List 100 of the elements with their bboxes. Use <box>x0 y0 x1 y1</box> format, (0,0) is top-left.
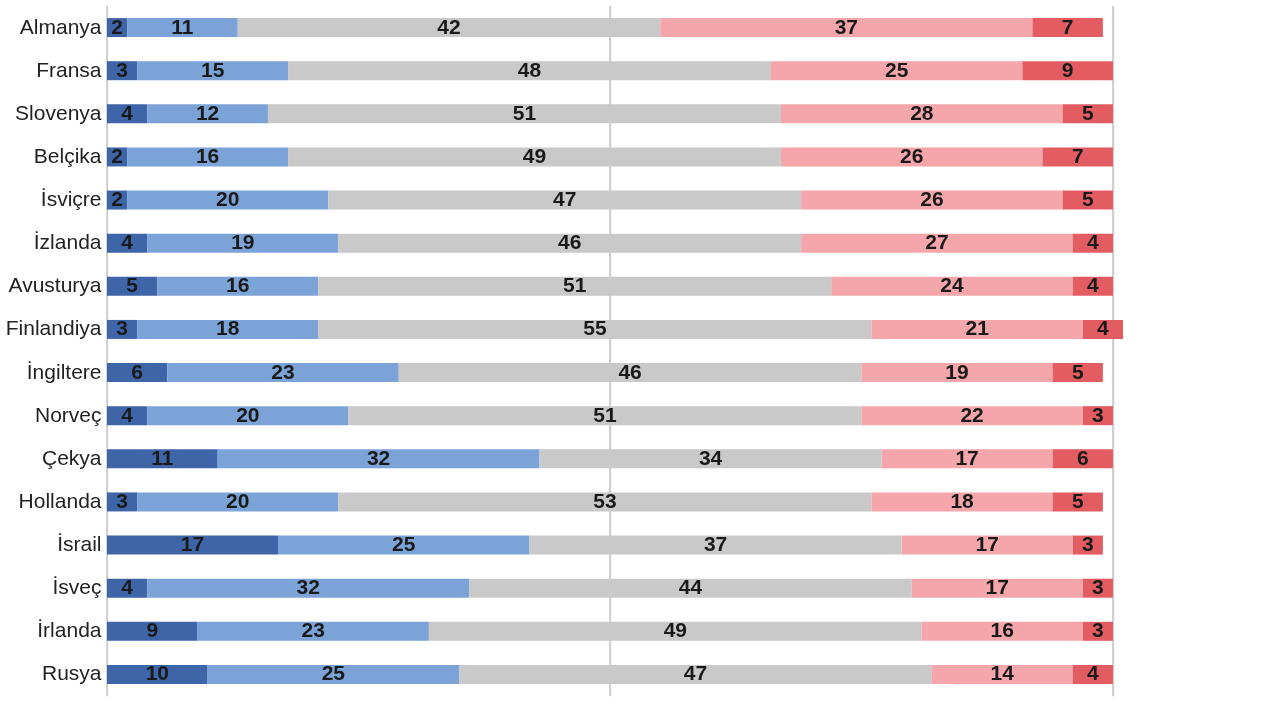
y-tick-label: Hollanda <box>18 488 102 512</box>
bar <box>107 535 279 555</box>
bar <box>861 363 1053 383</box>
data-label: 3 <box>1092 575 1104 599</box>
y-tick-label: Norveç <box>34 402 102 426</box>
data-label: 53 <box>593 488 617 512</box>
data-label: 4 <box>121 402 134 426</box>
y-tick-label: İngiltere <box>26 359 102 383</box>
y-tick-label: İsviçre <box>40 187 102 211</box>
data-label: 47 <box>683 661 708 685</box>
data-label: 4 <box>121 230 134 254</box>
data-label: 20 <box>216 187 240 211</box>
bar <box>770 61 1023 81</box>
data-label: 42 <box>437 14 461 38</box>
data-label: 9 <box>146 618 159 642</box>
bar <box>107 449 218 469</box>
bar <box>660 18 1033 38</box>
data-label: 2 <box>111 14 123 38</box>
data-label: 25 <box>392 532 416 556</box>
data-label: 32 <box>366 445 391 469</box>
bar <box>831 276 1073 296</box>
data-label: 3 <box>1092 618 1104 642</box>
bar <box>911 578 1083 598</box>
bar <box>127 190 329 210</box>
data-label: 7 <box>1061 14 1074 38</box>
data-label: 17 <box>180 532 205 556</box>
data-label: 46 <box>618 359 642 383</box>
y-tick-label: Fransa <box>36 57 102 81</box>
bar <box>147 233 339 253</box>
bar <box>217 449 540 469</box>
data-label: 5 <box>1081 187 1094 211</box>
data-label: 16 <box>195 143 220 167</box>
data-label: 21 <box>965 316 990 340</box>
bar <box>901 535 1073 555</box>
bar <box>1022 61 1113 81</box>
data-label: 3 <box>116 488 128 512</box>
bar <box>780 147 1043 167</box>
data-label: 17 <box>975 532 999 556</box>
data-label: 2 <box>111 187 123 211</box>
data-label: 19 <box>945 359 969 383</box>
data-label: 47 <box>553 187 577 211</box>
data-label: 9 <box>1061 57 1074 81</box>
data-label: 19 <box>231 230 255 254</box>
data-label: 5 <box>1071 488 1084 512</box>
data-label: 11 <box>151 445 174 469</box>
data-label: 4 <box>1086 230 1099 254</box>
data-label: 34 <box>698 445 723 469</box>
data-label: 3 <box>116 57 128 81</box>
bar <box>107 621 198 641</box>
data-label: 12 <box>195 100 220 124</box>
data-label: 23 <box>301 618 325 642</box>
data-label: 27 <box>925 230 949 254</box>
data-label: 7 <box>1071 143 1084 167</box>
y-tick-label: Finlandiya <box>5 316 102 340</box>
y-tick-label: Slovenya <box>15 100 102 124</box>
data-label: 48 <box>517 57 542 81</box>
bar <box>801 190 1063 210</box>
bar <box>137 319 319 339</box>
bar <box>157 276 319 296</box>
data-label: 37 <box>703 532 728 556</box>
data-label: 6 <box>131 359 144 383</box>
data-label: 16 <box>226 273 250 297</box>
bar <box>931 664 1073 684</box>
data-label: 24 <box>940 273 964 297</box>
bar <box>147 406 349 426</box>
data-label: 32 <box>296 575 320 599</box>
bar <box>921 621 1083 641</box>
data-label: 5 <box>1071 359 1084 383</box>
data-label: 5 <box>1081 100 1094 124</box>
data-label: 51 <box>593 402 617 426</box>
bar <box>107 664 208 684</box>
bar <box>147 104 268 124</box>
data-label: 11 <box>171 14 194 38</box>
data-label: 5 <box>126 273 139 297</box>
data-label: 49 <box>663 618 688 642</box>
data-label: 4 <box>121 100 134 124</box>
data-label: 25 <box>321 661 346 685</box>
data-label: 44 <box>678 575 703 599</box>
data-label: 4 <box>1097 316 1110 340</box>
data-label: 22 <box>960 402 984 426</box>
data-label: 28 <box>910 100 934 124</box>
data-label: 3 <box>1081 532 1094 556</box>
y-tick-label: İsrail <box>57 532 102 556</box>
data-label: 18 <box>950 488 975 512</box>
data-label: 18 <box>216 316 240 340</box>
data-label: 23 <box>271 359 295 383</box>
data-label: 4 <box>1086 273 1099 297</box>
data-label: 49 <box>522 143 547 167</box>
y-tick-label: İsveç <box>52 575 102 599</box>
bar <box>871 492 1053 512</box>
y-tick-label: Avusturya <box>8 273 102 297</box>
data-label: 4 <box>121 575 134 599</box>
data-label: 51 <box>512 100 537 124</box>
bar <box>871 319 1083 339</box>
y-tick-label: İrlanda <box>37 618 102 642</box>
data-label: 14 <box>990 661 1015 685</box>
bar <box>861 406 1083 426</box>
data-label: 55 <box>583 316 607 340</box>
data-label: 46 <box>558 230 582 254</box>
bar <box>137 492 339 512</box>
